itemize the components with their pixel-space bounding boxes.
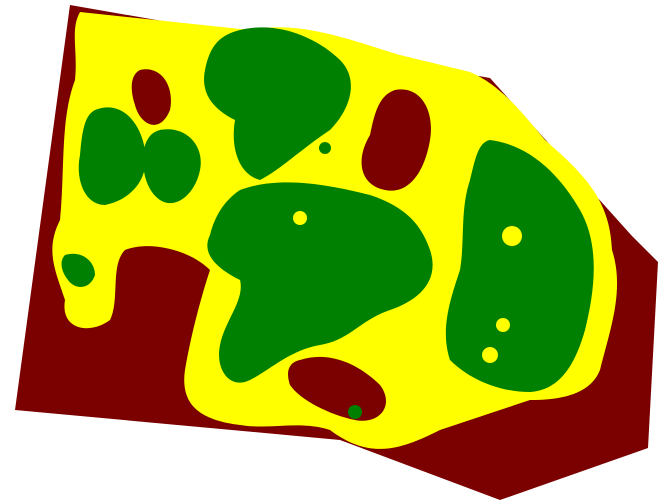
zone-low-hole (288, 356, 386, 421)
zone-high-spot (348, 405, 362, 419)
zone-high (204, 27, 351, 181)
zone-medium-spot (482, 347, 498, 363)
zone-high (78, 107, 146, 205)
zone-medium-spot (502, 226, 522, 246)
zone-high (207, 182, 433, 383)
zone-high (143, 129, 201, 204)
zone-high (61, 253, 95, 287)
zone-high (445, 140, 594, 392)
zone-low-hole (131, 69, 171, 125)
zone-medium-spot (293, 211, 307, 225)
zone-high-spot (319, 142, 331, 154)
zone-medium-spot (496, 318, 510, 332)
zone-low-hole (361, 89, 431, 191)
